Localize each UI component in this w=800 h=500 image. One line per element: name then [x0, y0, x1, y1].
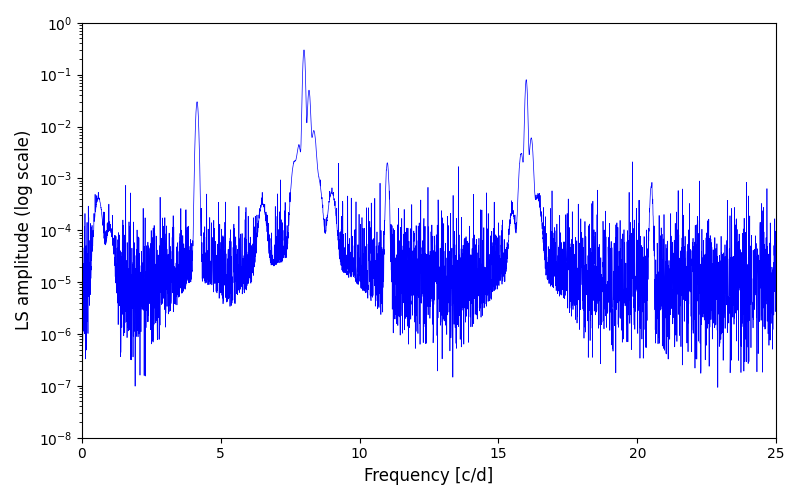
X-axis label: Frequency [c/d]: Frequency [c/d] [364, 467, 494, 485]
Y-axis label: LS amplitude (log scale): LS amplitude (log scale) [15, 130, 33, 330]
